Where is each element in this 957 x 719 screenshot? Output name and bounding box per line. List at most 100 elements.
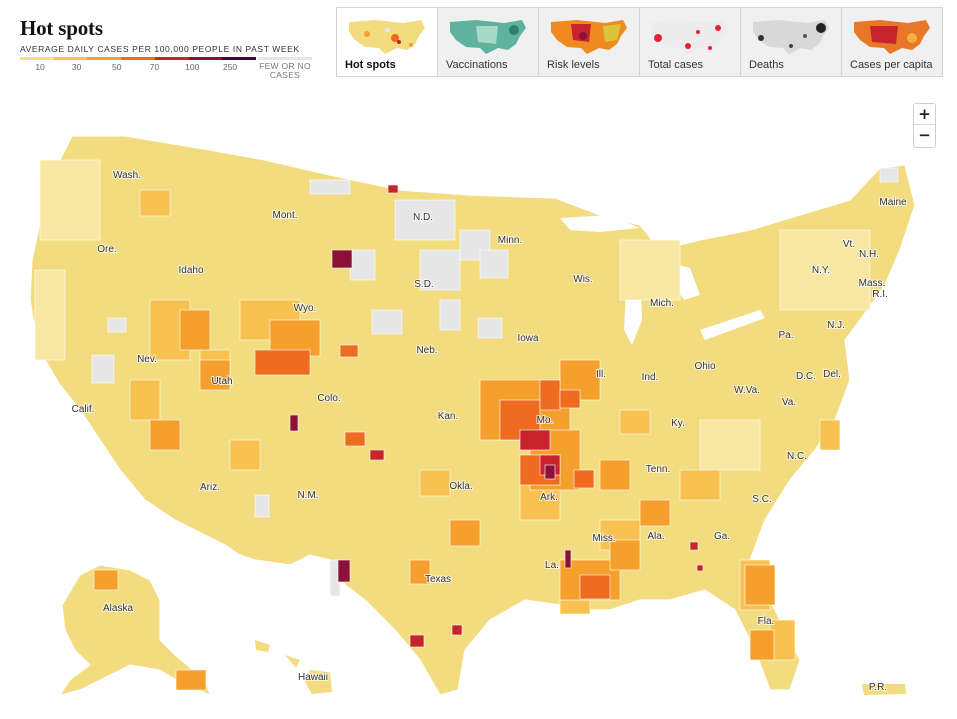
county-hotspot-none xyxy=(254,494,270,518)
county-hotspot-low xyxy=(769,619,796,661)
state-label: Va. xyxy=(782,397,796,408)
county-hotspot-low xyxy=(129,379,161,421)
lake-superior xyxy=(560,215,640,232)
state-label: Ariz. xyxy=(200,482,220,493)
county-hotspot-very-high xyxy=(696,564,704,572)
county-hotspot-extreme xyxy=(564,549,572,569)
county-hotspot-low xyxy=(619,409,651,435)
county-hotspot-low xyxy=(149,299,191,361)
county-hotspot-none xyxy=(107,317,127,333)
county-hotspot-extreme xyxy=(331,249,353,269)
county-hotspot-high xyxy=(539,379,561,411)
county-hotspot-very-high xyxy=(409,634,425,648)
county-hotspot-mid xyxy=(479,379,571,441)
contiguous-us-landmass xyxy=(29,135,916,696)
county-hotspot-mid xyxy=(609,539,641,571)
tab-risk-levels[interactable]: Risk levels xyxy=(539,8,640,76)
state-label: Mass. xyxy=(859,278,886,289)
county-hotspot-mid xyxy=(149,419,181,451)
county-hotspot-none xyxy=(394,199,456,241)
state-label: Ky. xyxy=(671,418,685,429)
state-label: Neb. xyxy=(416,345,437,356)
state-label: Kan. xyxy=(438,411,459,422)
county-hotspot-land-light xyxy=(779,229,871,311)
state-label: Tenn. xyxy=(646,464,670,475)
legend-title: AVERAGE DAILY CASES PER 100,000 PEOPLE I… xyxy=(20,44,300,54)
county-hotspot-high xyxy=(499,399,541,441)
county-hotspot-none xyxy=(459,229,491,261)
tab-label: Hot spots xyxy=(345,59,396,71)
county-hotspot-none xyxy=(439,299,461,331)
state-label: S.C. xyxy=(752,494,771,505)
county-hotspot-low xyxy=(229,439,261,471)
county-hotspot-none xyxy=(479,249,509,279)
state-label: N.C. xyxy=(787,451,807,462)
county-hotspot-extreme xyxy=(544,464,556,480)
county-hotspot-mid xyxy=(639,499,671,527)
county-hotspot-very-high xyxy=(689,541,699,551)
state-label: Ohio xyxy=(694,361,716,372)
county-hotspot-mid xyxy=(409,559,431,585)
state-label: Miss. xyxy=(592,533,615,544)
state-label: Minn. xyxy=(498,235,522,246)
tab-label: Cases per capita xyxy=(850,59,933,71)
county-hotspot-mid xyxy=(744,564,776,606)
legend-swatch xyxy=(121,57,155,60)
county-hotspot-high xyxy=(573,469,595,489)
state-label: Fla. xyxy=(758,616,775,627)
deaths-map-thumbnail xyxy=(753,20,829,54)
county-hotspot-high xyxy=(519,454,561,486)
county-hotspot-none xyxy=(349,249,376,281)
cases-per-capita-map-thumbnail xyxy=(854,20,930,54)
county-hotspot-mid xyxy=(199,359,231,391)
state-label: Calif. xyxy=(72,404,95,415)
county-hotspot-high xyxy=(344,431,366,447)
tab-cases-per-capita[interactable]: Cases per capita xyxy=(842,8,942,76)
legend-swatch xyxy=(222,57,257,60)
tab-label: Deaths xyxy=(749,59,784,71)
state-label: Pa. xyxy=(778,330,793,341)
county-hotspot-low xyxy=(139,189,171,217)
county-hotspot-high xyxy=(579,574,611,600)
zoom-in-button[interactable]: + xyxy=(914,104,935,125)
tab-deaths[interactable]: Deaths xyxy=(741,8,842,76)
zoom-out-button[interactable]: − xyxy=(914,125,935,146)
county-hotspot-land-light xyxy=(619,239,681,301)
state-label: W.Va. xyxy=(734,385,760,396)
state-label: Mo. xyxy=(537,415,554,426)
state-label: Wis. xyxy=(573,274,592,285)
county-hotspot-high xyxy=(339,344,359,358)
map-type-tabs: Hot spots Vaccinations Risk levels Total… xyxy=(336,7,943,77)
state-label: Ga. xyxy=(714,531,730,542)
hotspot-layer xyxy=(34,159,899,691)
tab-vaccinations[interactable]: Vaccinations xyxy=(438,8,539,76)
county-hotspot-mid xyxy=(179,309,211,351)
state-label: R.I. xyxy=(872,289,888,300)
lake-michigan xyxy=(624,260,642,345)
great-salt-lake xyxy=(195,325,210,345)
county-hotspot-mid xyxy=(749,629,775,661)
total-cases-map-thumbnail xyxy=(652,20,728,54)
state-label: Hawaii xyxy=(298,672,328,683)
tab-total-cases[interactable]: Total cases xyxy=(640,8,741,76)
risk-levels-map-thumbnail xyxy=(551,20,627,54)
county-hotspot-mid xyxy=(93,569,119,591)
alaska-landmass xyxy=(58,564,211,696)
lake-erie xyxy=(700,310,765,340)
zoom-controls: + − xyxy=(913,103,936,148)
no-cases-swatch xyxy=(258,57,312,60)
state-label: Ark. xyxy=(540,492,558,503)
legend-swatch xyxy=(154,57,189,60)
hot-spots-map-thumbnail xyxy=(349,20,425,54)
county-hotspot-mid xyxy=(269,319,321,357)
state-label: Texas xyxy=(425,574,451,585)
county-hotspot-very-high xyxy=(369,449,385,461)
state-label: Ill. xyxy=(596,369,606,380)
county-hotspot-very-high xyxy=(387,184,399,194)
puerto-rico-landmass xyxy=(862,684,906,695)
county-hotspot-low xyxy=(559,599,591,615)
county-hotspot-very-high xyxy=(519,429,551,451)
legend-tick: 10 xyxy=(35,62,45,72)
tab-hot-spots[interactable]: Hot spots xyxy=(337,8,438,76)
